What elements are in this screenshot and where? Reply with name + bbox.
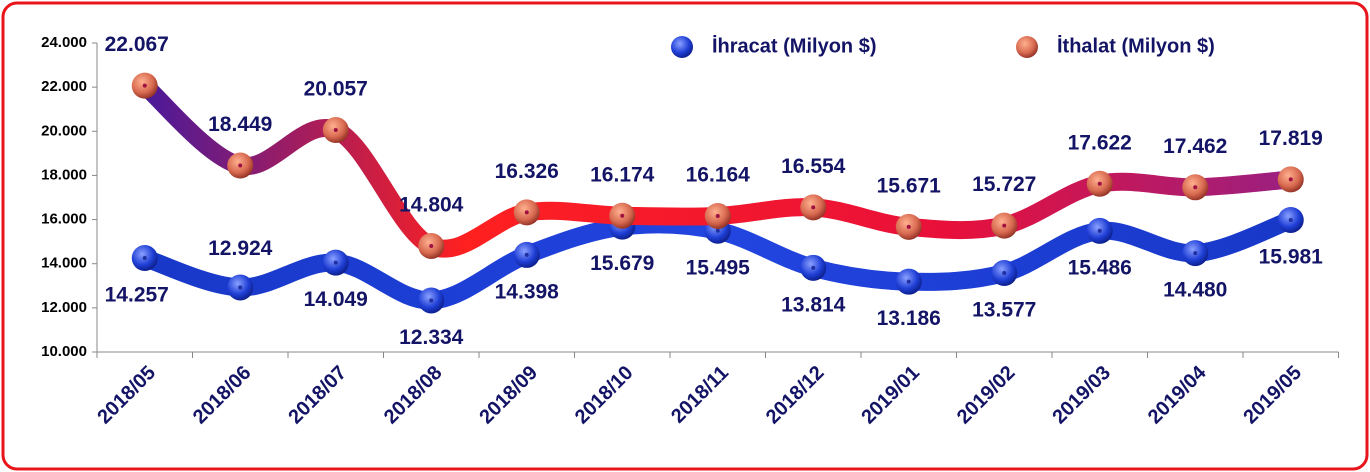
marker-dot — [1002, 223, 1007, 228]
data-label: 15.671 — [877, 174, 942, 197]
marker-dot — [1288, 217, 1293, 222]
marker-dot — [333, 128, 338, 133]
marker-dot — [715, 228, 720, 233]
data-label: 14.480 — [1163, 279, 1227, 302]
data-label: 17.622 — [1068, 131, 1132, 154]
data-label: 16.326 — [495, 160, 559, 183]
data-label: 12.334 — [399, 326, 464, 349]
data-label: 17.819 — [1259, 127, 1323, 150]
marker-dot — [429, 243, 434, 248]
data-label: 14.257 — [105, 284, 169, 307]
data-label: 16.164 — [686, 163, 751, 186]
data-label: 15.727 — [972, 173, 1036, 196]
data-label: 13.814 — [781, 293, 846, 316]
data-label: 18.449 — [208, 113, 272, 136]
y-tick-label: 18.000 — [41, 166, 87, 183]
marker-dot — [1002, 271, 1007, 276]
legend-marker — [1016, 36, 1038, 58]
legend-label: İhracat (Milyon $) — [712, 34, 876, 57]
marker-dot — [620, 213, 625, 218]
marker-dot — [524, 210, 529, 215]
marker-dot — [142, 83, 147, 88]
marker-dot — [906, 279, 911, 284]
data-label: 16.174 — [590, 163, 655, 186]
data-label: 17.462 — [1163, 135, 1227, 158]
marker-dot — [142, 256, 147, 261]
marker-dot — [333, 260, 338, 265]
data-label: 22.067 — [105, 33, 169, 56]
data-label: 15.981 — [1259, 246, 1324, 269]
data-label: 15.679 — [590, 252, 654, 275]
marker-dot — [811, 205, 816, 210]
marker-dot — [524, 252, 529, 257]
y-tick-label: 22.000 — [41, 78, 87, 95]
marker-dot — [238, 163, 243, 168]
data-label: 15.495 — [686, 256, 751, 279]
marker-dot — [906, 224, 911, 229]
y-tick-label: 10.000 — [41, 343, 87, 360]
legend-label: İthalat (Milyon $) — [1057, 34, 1215, 57]
marker-dot — [429, 298, 434, 303]
legend-marker — [671, 36, 693, 58]
marker-dot — [1097, 181, 1102, 186]
marker-dot — [238, 285, 243, 290]
marker-dot — [715, 213, 720, 218]
data-label: 14.398 — [495, 280, 560, 303]
data-label: 14.804 — [399, 194, 464, 217]
data-label: 20.057 — [304, 78, 368, 101]
data-label: 13.186 — [877, 307, 941, 330]
data-label: 12.924 — [208, 237, 273, 260]
data-label: 16.554 — [781, 155, 846, 178]
y-tick-label: 24.000 — [41, 34, 87, 51]
marker-dot — [811, 265, 816, 270]
data-label: 14.049 — [304, 288, 368, 311]
y-tick-label: 16.000 — [41, 211, 87, 228]
y-tick-label: 14.000 — [41, 255, 87, 272]
marker-dot — [1097, 228, 1102, 233]
marker-dot — [1193, 251, 1198, 256]
marker-dot — [1288, 177, 1293, 182]
y-tick-label: 12.000 — [41, 299, 87, 316]
data-label: 13.577 — [972, 299, 1036, 322]
marker-dot — [1193, 185, 1198, 190]
y-tick-label: 20.000 — [41, 122, 87, 139]
data-label: 15.486 — [1068, 256, 1132, 279]
